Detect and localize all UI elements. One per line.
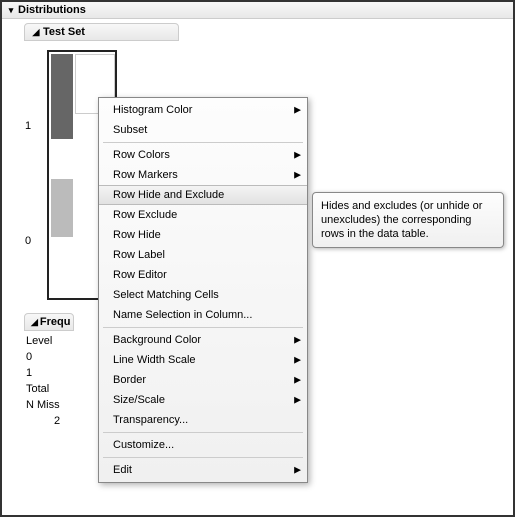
- submenu-arrow-icon: ▶: [294, 335, 301, 346]
- menu-separator: [103, 327, 303, 328]
- frequencies-title: Frequ: [40, 316, 71, 328]
- submenu-arrow-icon: ▶: [294, 375, 301, 386]
- menu-separator: [103, 432, 303, 433]
- histogram-bar[interactable]: [51, 54, 73, 139]
- sub-panel-title: Test Set: [43, 26, 85, 38]
- menu-item[interactable]: Size/Scale▶: [99, 390, 307, 410]
- menu-item[interactable]: Select Matching Cells: [99, 285, 307, 305]
- submenu-arrow-icon: ▶: [294, 170, 301, 181]
- context-menu: Histogram Color▶Subset Row Colors▶Row Mar…: [98, 97, 308, 483]
- menu-item[interactable]: Row Markers▶: [99, 165, 307, 185]
- histogram-bar-selected[interactable]: [51, 179, 73, 237]
- disclosure-icon[interactable]: ▾: [6, 5, 16, 15]
- menu-item[interactable]: Name Selection in Column...: [99, 305, 307, 325]
- submenu-arrow-icon: ▶: [294, 465, 301, 476]
- panel-header: ▾ Distributions: [2, 2, 513, 19]
- menu-item[interactable]: Row Exclude: [99, 205, 307, 225]
- menu-item[interactable]: Line Width Scale▶: [99, 350, 307, 370]
- menu-item[interactable]: Border▶: [99, 370, 307, 390]
- y-axis-label: 1: [25, 120, 31, 132]
- tooltip: Hides and excludes (or unhide or unexclu…: [312, 192, 504, 248]
- tooltip-text: Hides and excludes (or unhide or unexclu…: [321, 200, 482, 240]
- submenu-arrow-icon: ▶: [294, 150, 301, 161]
- menu-item[interactable]: Row Colors▶: [99, 145, 307, 165]
- menu-item[interactable]: Row Hide and Exclude: [99, 185, 307, 205]
- frequencies-header: ◢ Frequ: [24, 313, 74, 331]
- menu-item[interactable]: Subset: [99, 120, 307, 140]
- menu-item[interactable]: Customize...: [99, 435, 307, 455]
- disclosure-icon[interactable]: ◢: [31, 27, 41, 37]
- y-axis-label: 0: [25, 235, 31, 247]
- submenu-arrow-icon: ▶: [294, 395, 301, 406]
- menu-item[interactable]: Edit▶: [99, 460, 307, 480]
- menu-separator: [103, 142, 303, 143]
- menu-item[interactable]: Row Editor: [99, 265, 307, 285]
- submenu-arrow-icon: ▶: [294, 105, 301, 116]
- menu-item[interactable]: Background Color▶: [99, 330, 307, 350]
- menu-item[interactable]: Histogram Color▶: [99, 100, 307, 120]
- panel-title: Distributions: [18, 4, 86, 16]
- menu-item[interactable]: Row Label: [99, 245, 307, 265]
- sub-panel-header: ◢ Test Set: [24, 23, 179, 41]
- menu-item[interactable]: Transparency...: [99, 410, 307, 430]
- menu-separator: [103, 457, 303, 458]
- disclosure-icon[interactable]: ◢: [31, 317, 38, 327]
- submenu-arrow-icon: ▶: [294, 355, 301, 366]
- menu-item[interactable]: Row Hide: [99, 225, 307, 245]
